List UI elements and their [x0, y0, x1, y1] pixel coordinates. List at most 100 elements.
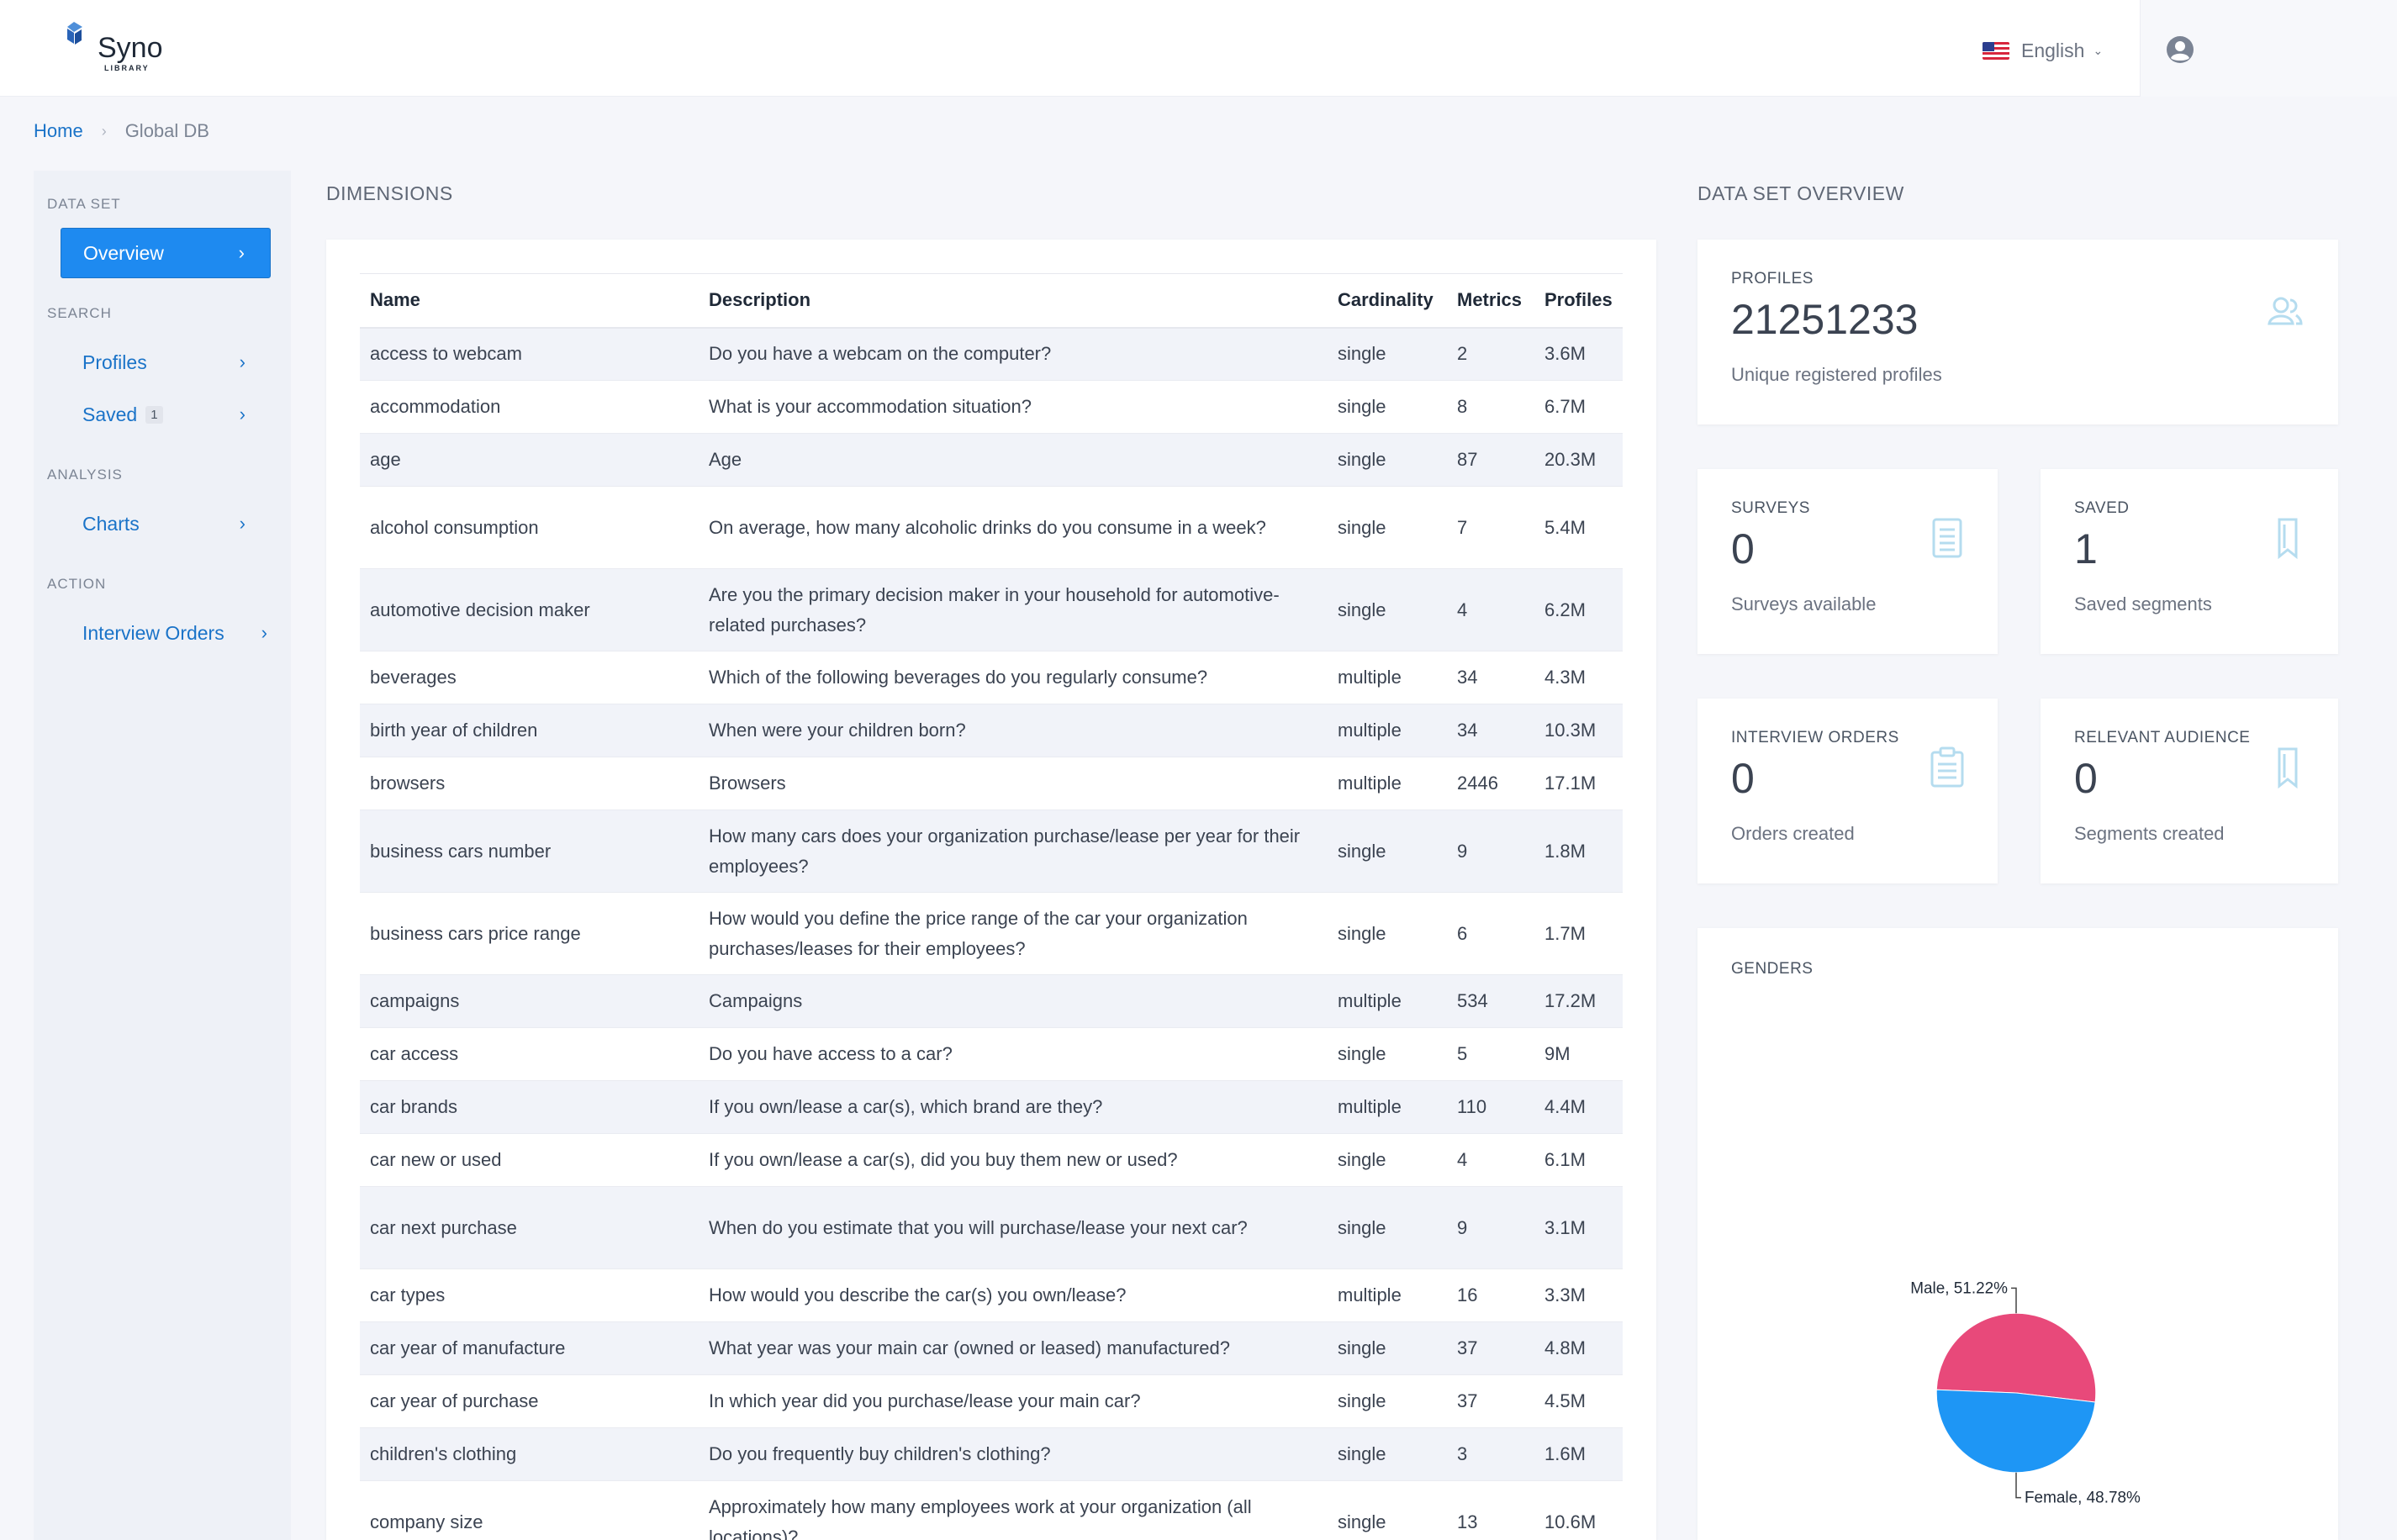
- column-header-metrics[interactable]: Metrics: [1447, 273, 1534, 329]
- table-row[interactable]: car year of purchase In which year did yo…: [360, 1374, 1623, 1428]
- profiles-card[interactable]: PROFILES 21251233 Unique registered prof…: [1697, 240, 2338, 425]
- pie-data-label: Female, 48.78%: [2025, 1490, 2141, 1507]
- saved-count-badge: 1: [145, 405, 163, 424]
- table-row[interactable]: birth year of children When were your chi…: [360, 704, 1623, 757]
- logo-subtext: LIBRARY: [104, 64, 150, 72]
- cell-description: Do you frequently buy children's clothin…: [699, 1427, 1328, 1481]
- cell-name: browsers: [360, 757, 699, 810]
- cell-name: automotive decision maker: [360, 568, 699, 651]
- document-icon: [1932, 518, 1962, 558]
- card-subtext: Surveys available: [1731, 593, 1877, 614]
- surveys-card[interactable]: SURVEYS 0 Surveys available: [1697, 469, 1998, 654]
- cell-metrics: 7: [1447, 486, 1534, 569]
- relevant-audience-card[interactable]: RELEVANT AUDIENCE 0 Segments created: [2041, 699, 2338, 883]
- table-row[interactable]: automotive decision maker Are you the pri…: [360, 568, 1623, 651]
- table-row[interactable]: car brands If you own/lease a car(s), whi…: [360, 1080, 1623, 1134]
- dimensions-panel: Name Description Cardinality Metrics Pro…: [326, 240, 1656, 1540]
- table-row[interactable]: access to webcam Do you have a webcam on …: [360, 327, 1623, 381]
- cell-metrics: 34: [1447, 651, 1534, 704]
- table-row[interactable]: campaigns Campaigns multiple 534 17.2M: [360, 974, 1623, 1028]
- pie-slice-male[interactable]: [1935, 1312, 2097, 1403]
- cell-cardinality: single: [1328, 433, 1447, 487]
- cell-name: car year of purchase: [360, 1374, 699, 1428]
- cell-profiles: 1.8M: [1534, 810, 1623, 893]
- table-row[interactable]: car new or used If you own/lease a car(s)…: [360, 1133, 1623, 1187]
- card-subtext: Unique registered profiles: [1731, 364, 1942, 385]
- cell-profiles: 3.1M: [1534, 1186, 1623, 1269]
- bookmark-icon: [2278, 518, 2298, 560]
- card-label: RELEVANT AUDIENCE: [2074, 729, 2251, 746]
- column-header-profiles[interactable]: Profiles: [1534, 273, 1623, 329]
- card-label: SURVEYS: [1731, 499, 1810, 517]
- cell-name: beverages: [360, 651, 699, 704]
- cell-name: business cars number: [360, 810, 699, 893]
- saved-card[interactable]: SAVED 1 Saved segments: [2041, 469, 2338, 654]
- table-row[interactable]: car year of manufacture What year was you…: [360, 1321, 1623, 1375]
- sidebar-item-charts[interactable]: Charts ›: [61, 498, 271, 549]
- cell-cardinality: single: [1328, 892, 1447, 975]
- cell-profiles: 6.7M: [1534, 380, 1623, 434]
- cell-description: If you own/lease a car(s), did you buy t…: [699, 1133, 1328, 1187]
- cell-description: When were your children born?: [699, 704, 1328, 757]
- breadcrumb-home-link[interactable]: Home: [34, 120, 83, 141]
- interview-orders-card[interactable]: INTERVIEW ORDERS 0 Orders created: [1697, 699, 1998, 883]
- cell-name: age: [360, 433, 699, 487]
- cell-description: How would you describe the car(s) you ow…: [699, 1268, 1328, 1322]
- cell-profiles: 17.1M: [1534, 757, 1623, 810]
- table-row[interactable]: children's clothing Do you frequently buy…: [360, 1427, 1623, 1481]
- table-row[interactable]: age Age single 87 20.3M: [360, 433, 1623, 487]
- logo-cube-icon: [67, 22, 82, 45]
- chevron-down-icon: ⌄: [2093, 43, 2104, 57]
- table-row[interactable]: car types How would you describe the car(…: [360, 1268, 1623, 1322]
- sidebar-item-label: Profiles: [82, 351, 147, 373]
- user-circle-icon[interactable]: [2166, 35, 2194, 64]
- syno-logo[interactable]: Syno LIBRARY: [67, 18, 168, 77]
- cell-name: campaigns: [360, 974, 699, 1028]
- table-row[interactable]: business cars price range How would you d…: [360, 892, 1623, 975]
- sidebar-item-overview[interactable]: Overview ›: [61, 228, 271, 278]
- column-header-cardinality[interactable]: Cardinality: [1328, 273, 1447, 329]
- cell-profiles: 3.3M: [1534, 1268, 1623, 1322]
- table-row[interactable]: accommodation What is your accommodation …: [360, 380, 1623, 434]
- cell-name: company size: [360, 1480, 699, 1540]
- language-selector[interactable]: English ⌄: [1983, 34, 2103, 67]
- column-header-description[interactable]: Description: [699, 273, 1328, 329]
- cell-cardinality: single: [1328, 1321, 1447, 1375]
- cell-cardinality: multiple: [1328, 1080, 1447, 1134]
- cell-profiles: 10.6M: [1534, 1480, 1623, 1540]
- cell-description: What is your accommodation situation?: [699, 380, 1328, 434]
- cell-cardinality: single: [1328, 1480, 1447, 1540]
- cell-description: Do you have access to a car?: [699, 1027, 1328, 1081]
- sidebar-item-label: Overview: [83, 241, 164, 264]
- cell-cardinality: multiple: [1328, 651, 1447, 704]
- table-row[interactable]: alcohol consumption On average, how many …: [360, 486, 1623, 569]
- sidebar-section-title: DATA SET: [47, 196, 121, 212]
- table-row[interactable]: beverages Which of the following beverage…: [360, 651, 1623, 704]
- user-menu[interactable]: [2140, 0, 2397, 97]
- cell-description: If you own/lease a car(s), which brand a…: [699, 1080, 1328, 1134]
- chevron-right-icon: ›: [261, 622, 267, 643]
- cell-metrics: 37: [1447, 1321, 1534, 1375]
- sidebar-item-saved[interactable]: Saved 1 ›: [61, 389, 271, 440]
- cell-metrics: 34: [1447, 704, 1534, 757]
- top-header: Syno LIBRARY English ⌄: [0, 0, 2397, 97]
- cell-name: alcohol consumption: [360, 486, 699, 569]
- dimensions-title: DIMENSIONS: [326, 182, 453, 204]
- cell-cardinality: single: [1328, 486, 1447, 569]
- table-row[interactable]: browsers Browsers multiple 2446 17.1M: [360, 757, 1623, 810]
- cell-name: car access: [360, 1027, 699, 1081]
- table-row[interactable]: car next purchase When do you estimate th…: [360, 1186, 1623, 1269]
- table-row[interactable]: business cars number How many cars does y…: [360, 810, 1623, 893]
- pie-slice-female[interactable]: [1935, 1389, 2096, 1474]
- cell-name: accommodation: [360, 380, 699, 434]
- table-row[interactable]: company size Approximately how many emplo…: [360, 1480, 1623, 1540]
- column-header-name[interactable]: Name: [360, 273, 699, 329]
- sidebar-item-interview-orders[interactable]: Interview Orders ›: [61, 608, 271, 658]
- cell-metrics: 2446: [1447, 757, 1534, 810]
- card-value: 0: [1731, 755, 1755, 802]
- cell-cardinality: single: [1328, 1133, 1447, 1187]
- sidebar-item-profiles[interactable]: Profiles ›: [61, 337, 271, 388]
- table-row[interactable]: car access Do you have access to a car? si…: [360, 1027, 1623, 1081]
- cell-name: car brands: [360, 1080, 699, 1134]
- cell-metrics: 37: [1447, 1374, 1534, 1428]
